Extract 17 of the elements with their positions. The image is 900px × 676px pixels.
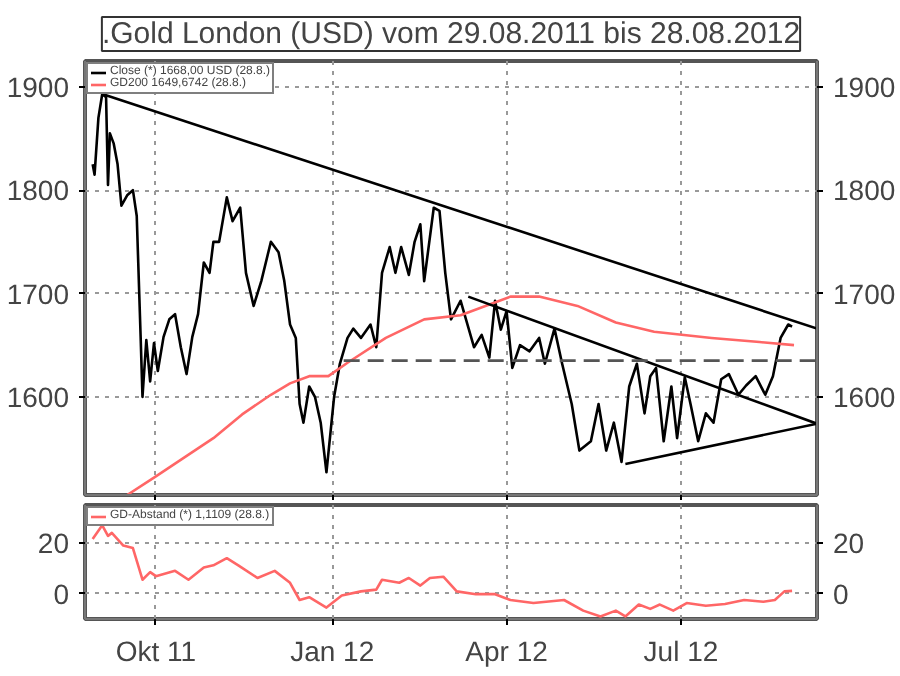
y-tick-label: 1700: [6, 277, 70, 310]
x-tick-label: Jul 12: [643, 635, 719, 667]
y-tick-label: 1800: [6, 174, 70, 207]
y-tick-label: 0: [53, 577, 70, 610]
y-tick-label: 20: [37, 527, 70, 559]
x-tick-label: Apr 12: [465, 635, 549, 667]
y2-tick-label: 0: [833, 577, 849, 610]
y2-tick-label: 1600: [833, 380, 896, 413]
x-tick-label: Okt 11: [115, 635, 197, 667]
y2-tick-label: 1900: [833, 70, 896, 103]
y-tick-label: 1900: [6, 70, 70, 103]
x-tick-label: Jan 12: [290, 635, 375, 667]
y2-tick-label: 20: [833, 527, 865, 559]
chart-title: .Gold London (USD) vom 29.08.2011 bis 28.08.2012: [101, 17, 801, 51]
y2-tick-label: 1800: [833, 174, 896, 207]
y-tick-label: 1600: [6, 380, 70, 413]
y2-tick-label: 1700: [833, 277, 896, 310]
